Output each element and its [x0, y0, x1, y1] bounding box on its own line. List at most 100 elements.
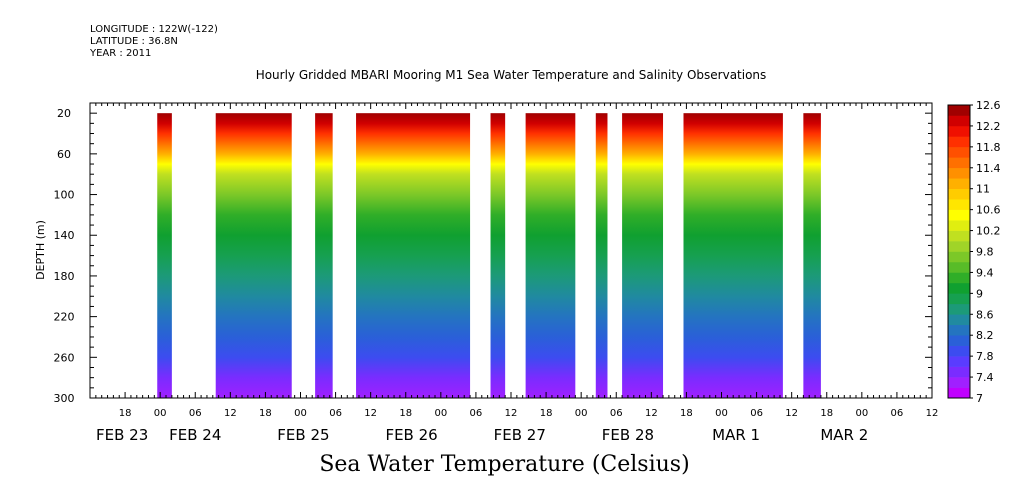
x-tick-label: 00 [434, 408, 447, 419]
colorbar-cell [948, 125, 970, 137]
colorbar-label: 9 [976, 287, 983, 300]
x-tick-label: 12 [926, 408, 939, 419]
colorbar-label: 11 [976, 183, 990, 196]
x-tick-label: 18 [540, 408, 553, 419]
longitude-label: LONGITUDE : 122W(-122) [90, 24, 218, 35]
variable-title: Sea Water Temperature (Celsius) [319, 452, 690, 477]
year-label: YEAR : 2011 [90, 48, 152, 59]
x-tick-label: 18 [680, 408, 693, 419]
data-segment-0 [157, 113, 172, 398]
y-tick-label: 300 [54, 392, 75, 405]
x-tick-label: 18 [119, 408, 132, 419]
x-date-label: MAR 2 [820, 426, 868, 444]
y-tick-label: 140 [54, 229, 75, 242]
colorbar-label: 7.4 [976, 371, 994, 384]
y-tick-label: 220 [54, 311, 75, 324]
colorbar-cell [948, 115, 970, 127]
x-tick-label: 00 [294, 408, 307, 419]
colorbar-label: 9.8 [976, 246, 994, 259]
colorbar-cell [948, 136, 970, 148]
colorbar-cell [948, 178, 970, 190]
y-tick-label: 20 [57, 107, 71, 120]
data-segment-9 [803, 113, 821, 398]
data-segment-1 [215, 113, 292, 398]
x-date-label: FEB 27 [494, 426, 546, 444]
x-tick-label: 00 [575, 408, 588, 419]
data-segments [157, 113, 821, 398]
x-tick-label: 00 [855, 408, 868, 419]
x-tick-label: 06 [750, 408, 763, 419]
x-tick-label: 00 [154, 408, 167, 419]
latitude-label: LATITUDE : 36.8N [90, 36, 178, 47]
data-segment-5 [525, 113, 576, 398]
colorbar-cell [948, 356, 970, 367]
chart-title: Hourly Gridded MBARI Mooring M1 Sea Wate… [255, 68, 767, 82]
y-tick-label: 180 [54, 270, 75, 283]
colorbar-label: 8.6 [976, 308, 994, 321]
colorbar-cell [948, 230, 970, 242]
x-tick-label: 12 [505, 408, 518, 419]
colorbar-cell [948, 324, 970, 336]
colorbar-cell [948, 146, 970, 158]
colorbar-cell [948, 199, 970, 210]
x-date-label: MAR 1 [712, 426, 760, 444]
colorbar-cell [948, 377, 970, 388]
colorbar-cell [948, 157, 970, 169]
colorbar-cell [948, 251, 970, 263]
data-segment-2 [315, 113, 333, 398]
colorbar-cell [948, 105, 970, 116]
x-date-label: FEB 26 [385, 426, 437, 444]
x-tick-label: 18 [399, 408, 412, 419]
colorbar-cell [948, 241, 970, 252]
colorbar-label: 12.2 [976, 120, 1001, 133]
x-tick-label: 00 [715, 408, 728, 419]
colorbar-cell [948, 272, 970, 284]
colorbar-cell [948, 345, 970, 357]
x-tick-label: 06 [329, 408, 342, 419]
colorbar-label: 8.2 [976, 329, 994, 342]
colorbar-label: 11.4 [976, 162, 1001, 175]
colorbar-cell [948, 209, 970, 221]
data-segment-4 [490, 113, 506, 398]
y-tick-label: 260 [54, 351, 75, 364]
colorbar-label: 7 [976, 392, 983, 405]
colorbar-cell [948, 282, 970, 294]
x-tick-label: 12 [364, 408, 377, 419]
colorbar-cell [948, 261, 970, 273]
x-tick-label: 06 [610, 408, 623, 419]
x-date-label: FEB 24 [169, 426, 221, 444]
axes: 20 60 100 140 180 220 260 300 18 00 06 12 18 00 06 12 18… [54, 102, 939, 444]
colorbar-cell [948, 335, 970, 346]
y-tick-label: 60 [57, 148, 71, 161]
data-segment-3 [356, 113, 471, 398]
colorbar-cell [948, 303, 970, 315]
colorbar-cell [948, 220, 970, 231]
x-tick-label: 06 [189, 408, 202, 419]
x-tick-label: 06 [891, 408, 904, 419]
colorbar-label: 10.6 [976, 204, 1001, 217]
data-segment-7 [622, 113, 664, 398]
x-tick-label: 18 [820, 408, 833, 419]
x-tick-label: 18 [259, 408, 272, 419]
colorbar-label: 10.2 [976, 225, 1001, 238]
colorbar: 7 7.4 7.8 8.2 8.6 9 9.4 9.8 10.2 10.6 11 11.4 11.8 12… [947, 99, 1001, 405]
colorbar-cell [948, 188, 970, 200]
x-tick-label: 12 [645, 408, 658, 419]
colorbar-cell [948, 387, 970, 399]
y-tick-label: 100 [54, 189, 75, 202]
colorbar-cell [948, 314, 970, 326]
x-date-label: FEB 25 [277, 426, 329, 444]
colorbar-label: 11.8 [976, 141, 1001, 154]
x-tick-label: 12 [224, 408, 237, 419]
colorbar-cell [948, 167, 970, 179]
data-segment-8 [683, 113, 783, 398]
colorbar-label: 12.6 [976, 99, 1001, 112]
x-tick-label: 06 [470, 408, 483, 419]
x-date-label: FEB 23 [96, 426, 148, 444]
x-date-label: FEB 28 [602, 426, 654, 444]
y-axis-label: DEPTH (m) [34, 220, 47, 280]
colorbar-label: 9.4 [976, 266, 994, 279]
data-segment-6 [595, 113, 608, 398]
colorbar-label: 7.8 [976, 350, 994, 363]
